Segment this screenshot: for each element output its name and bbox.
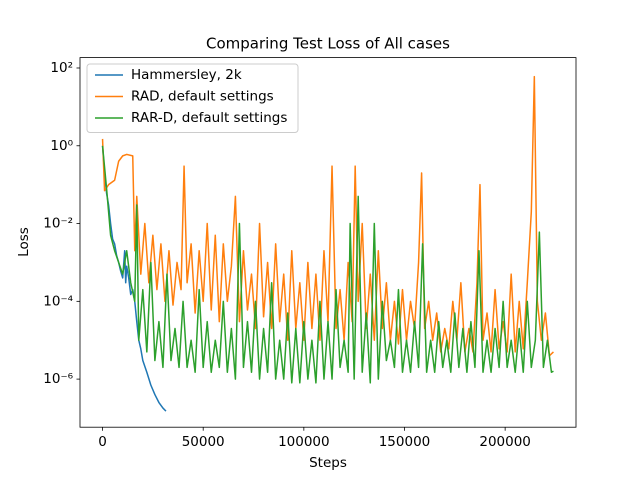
y-tick-label: 10⁻⁴ — [43, 293, 73, 309]
chart-title: Comparing Test Loss of All cases — [206, 35, 450, 53]
legend-label: Hammersley, 2k — [131, 67, 242, 83]
x-axis-label: Steps — [309, 455, 347, 471]
legend-label: RAR-D, default settings — [131, 110, 287, 126]
axes-frame — [79, 57, 577, 428]
y-axis-label: Loss — [16, 227, 32, 257]
x-tick-label: 100000 — [278, 434, 330, 450]
legend-label: RAD, default settings — [131, 89, 274, 105]
series-line — [101, 75, 554, 357]
y-tick-label: 10⁰ — [50, 138, 73, 154]
x-tick-label: 200000 — [479, 434, 531, 450]
x-tick-label: 50000 — [182, 434, 225, 450]
x-tick-label: 0 — [98, 434, 107, 450]
series-line — [101, 145, 554, 384]
legend-box — [86, 63, 299, 133]
y-tick-label: 10⁻² — [43, 216, 73, 232]
x-tick-label: 150000 — [379, 434, 431, 450]
y-tick-label: 10² — [50, 60, 73, 76]
y-tick-label: 10⁻⁶ — [43, 371, 73, 387]
series-line — [101, 145, 167, 412]
plot-area — [101, 75, 554, 412]
legend: Hammersley, 2k RAD, default settings RAR-D… — [86, 63, 299, 133]
